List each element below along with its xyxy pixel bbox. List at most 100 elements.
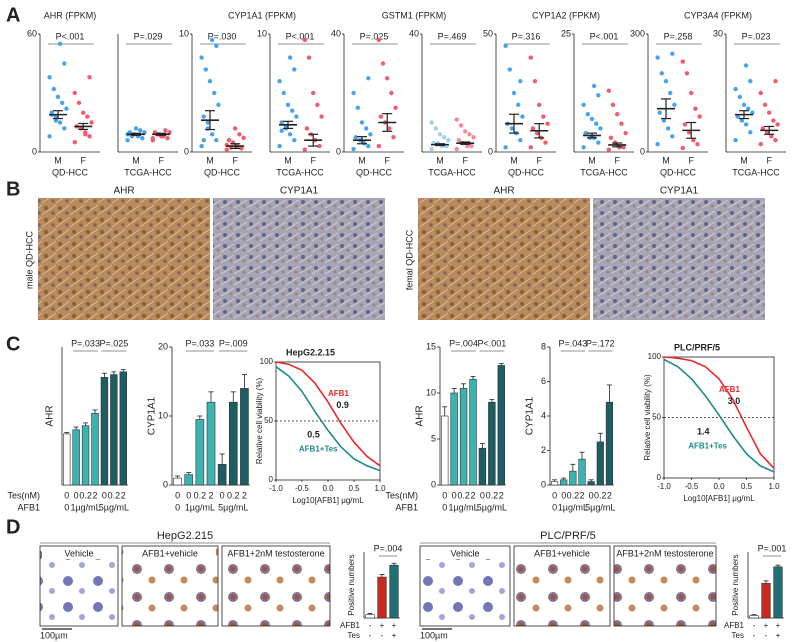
bar: [184, 474, 194, 486]
p-value: P<.001: [56, 31, 85, 41]
x-tick-label: 0: [561, 490, 566, 500]
p-value: P=.033: [185, 338, 214, 348]
dot: [775, 122, 780, 127]
dot: [619, 121, 624, 126]
dot: [391, 135, 396, 140]
dot: [670, 134, 675, 139]
scale-label: 100µm: [40, 630, 68, 640]
bar: [63, 433, 71, 486]
dot: [165, 136, 170, 141]
sign: -: [369, 621, 372, 630]
image-label: Vehicle: [450, 548, 479, 558]
y-tick-label: 0: [163, 479, 168, 489]
p-value: P<.001: [590, 31, 619, 41]
dot: [456, 138, 462, 143]
bar: [459, 388, 468, 486]
dot: [57, 120, 63, 125]
bar: [228, 401, 238, 486]
bar: [81, 425, 90, 486]
dot: [53, 118, 59, 123]
group-title: PLC/PRF/5: [540, 530, 596, 542]
group-label: 5µg/mL: [99, 502, 129, 512]
dot: [516, 102, 521, 108]
dot: [277, 79, 282, 84]
row-label: AFB1: [17, 502, 40, 512]
dot: [429, 120, 434, 125]
bar: [450, 392, 458, 486]
dot: [89, 120, 94, 125]
bar: [217, 463, 227, 486]
chart-title: HepG2.2.15: [286, 347, 335, 357]
y-tick-label: 0: [336, 146, 341, 156]
dot: [81, 110, 86, 115]
dot: [302, 37, 307, 43]
x-tick-label: 0.0: [322, 484, 334, 493]
dot: [72, 139, 78, 145]
annotation: 0.9: [336, 400, 349, 410]
dot: [606, 147, 611, 152]
scale-label: 100µm: [420, 630, 448, 640]
bar: [478, 447, 487, 486]
dot: [543, 140, 548, 145]
y-tick-label: 100: [648, 352, 662, 361]
y-tick-label: 300: [630, 28, 645, 38]
dot: [138, 128, 143, 133]
bar: [110, 374, 118, 486]
panel-letter: C: [6, 333, 20, 355]
y-tick-label: 0: [488, 146, 493, 156]
side-label: male QD-HCC: [24, 231, 34, 290]
group-label: QD-HCC: [204, 167, 240, 177]
dot: [389, 90, 394, 96]
dot: [47, 134, 52, 139]
dot: [657, 110, 662, 115]
y-tick-label: 40: [409, 28, 419, 38]
image-label: AFB1+2nM testosterone: [227, 548, 324, 558]
group-label: 0: [442, 502, 447, 512]
micrograph: [593, 198, 765, 320]
dot: [695, 141, 700, 147]
dot: [589, 116, 595, 122]
dot: [442, 135, 447, 140]
y-tick-label: 6: [541, 376, 546, 386]
group-label: 1µg/mL: [70, 502, 100, 512]
x-tick-label: M: [284, 155, 292, 165]
x-tick-label: 2: [208, 490, 213, 500]
dot: [205, 120, 211, 125]
micrograph: [39, 545, 119, 627]
dot: [532, 79, 538, 84]
dot: [359, 120, 365, 125]
dot: [380, 61, 386, 66]
dot: [581, 102, 586, 108]
y-tick-label: 50: [652, 413, 661, 422]
dot: [226, 138, 232, 143]
x-tick-label: 2: [121, 490, 126, 500]
y-tick-label: 10: [426, 387, 436, 397]
dot: [454, 117, 459, 122]
sign: -: [765, 631, 768, 640]
micrograph: [121, 545, 219, 627]
group-label: QD-HCC: [356, 167, 392, 177]
y-axis-label: CYP1A1: [147, 396, 158, 435]
dot: [773, 79, 778, 84]
y-tick-label: 8: [541, 341, 546, 351]
bar: [773, 566, 783, 619]
micrograph: [613, 545, 717, 627]
micrograph: [221, 545, 331, 627]
y-tick-label: 50: [264, 416, 273, 425]
dot: [670, 51, 675, 56]
x-tick-label: M: [662, 155, 670, 165]
y-tick-label: 60: [27, 28, 37, 38]
bar: [569, 470, 577, 486]
dot: [773, 138, 778, 143]
bar: [389, 564, 399, 619]
dot: [469, 143, 474, 149]
panel-letter: B: [6, 178, 20, 200]
label-bg: [224, 548, 328, 559]
row-label: Tes(nM): [7, 490, 40, 500]
dot: [287, 132, 293, 137]
y-axis-label: AHR: [45, 405, 56, 426]
dot: [239, 146, 244, 151]
group-label: 1µg/mL: [448, 502, 478, 512]
dot: [446, 138, 451, 143]
